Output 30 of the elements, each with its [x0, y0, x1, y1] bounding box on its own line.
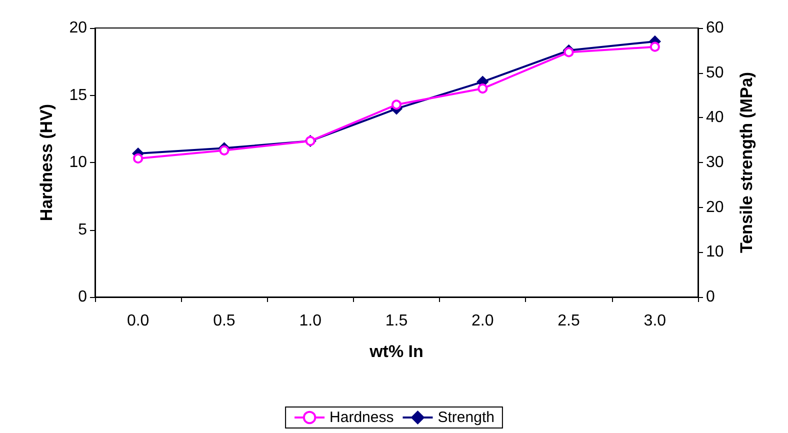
x-tick-label: 1.5 [385, 312, 408, 330]
legend-label: Strength [438, 409, 494, 426]
y2-tick-label: 30 [706, 154, 724, 171]
x-axis-title: wt% In [368, 342, 424, 361]
x-tick-label: 0.0 [126, 312, 150, 330]
y-tick-label: 20 [69, 20, 88, 36]
y2-tick-label: 50 [706, 64, 724, 82]
point [392, 100, 402, 110]
y-tick-label: 0 [78, 288, 88, 306]
y-tick-label: 10 [69, 154, 88, 171]
point [478, 84, 488, 94]
y2-tick-label: 40 [706, 109, 724, 126]
y-tick-label: 15 [69, 86, 88, 104]
y2-tick-label: 10 [706, 244, 724, 261]
x-tick-label: 0.5 [213, 312, 236, 330]
x-tick-label: 3.0 [644, 312, 666, 330]
point [564, 47, 574, 58]
point [650, 42, 660, 52]
y-axis-title: Hardness (HV) [37, 104, 56, 222]
legend-label: Hardness [330, 409, 394, 426]
y-tick-label: 5 [78, 221, 88, 238]
y2-tick-label: 60 [706, 20, 724, 36]
point [133, 153, 144, 164]
y2-tick-label: 0 [706, 288, 715, 306]
x-tick-label: 2.5 [558, 312, 580, 330]
y2-tick-label: 20 [706, 198, 724, 216]
y2-axis-title: Tensile strength (MPa) [737, 72, 756, 254]
x-tick-label: 1.0 [299, 312, 322, 330]
x-tick-label: 2.0 [472, 312, 494, 330]
point [219, 145, 230, 156]
